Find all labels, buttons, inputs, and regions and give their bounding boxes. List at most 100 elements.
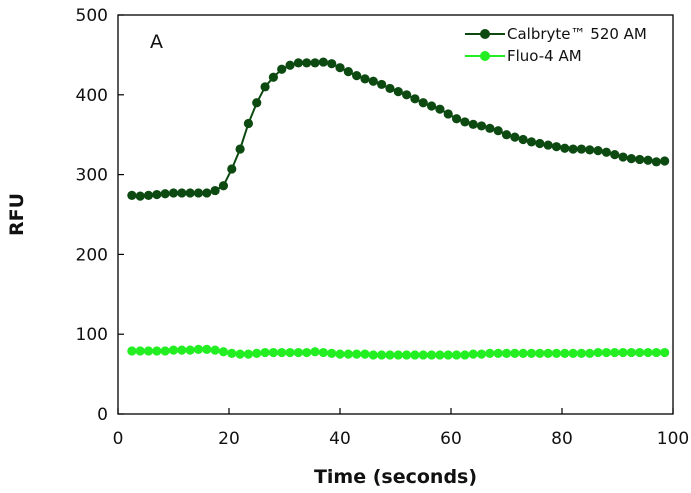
x-tick-label: 20 [218,429,240,449]
data-point [143,346,154,356]
series-line [131,61,665,198]
data-point [318,57,328,67]
data-point [610,347,620,358]
data-point [302,58,312,68]
data-point [202,188,212,198]
data-point [418,350,428,360]
data-point [551,348,562,358]
data-point [535,348,545,358]
y-tick-label: 100 [76,325,108,345]
y-axis-title: RFU [6,193,28,236]
data-point [127,346,137,356]
data-point [651,157,661,167]
data-point [535,138,545,149]
data-point [310,58,320,68]
data-point [193,344,204,354]
data-point [510,348,520,358]
data-point [585,145,595,155]
data-point [485,123,495,133]
axes: 0 20 40 60 80 100 0 100 200 300 400 500 [76,6,690,449]
data-point [177,188,187,198]
data-point [252,348,262,358]
legend-entry: Calbryte™ 520 AM [465,25,647,43]
data-point [327,59,337,69]
data-point [335,349,345,359]
data-point [352,349,362,359]
data-point [352,71,362,81]
data-point [643,155,653,165]
data-point [451,114,462,124]
data-point [635,154,645,165]
data-point [127,190,137,200]
data-point [243,118,254,129]
data-point [227,164,237,174]
data-point [560,143,570,153]
data-point [460,117,470,127]
data-point [218,181,229,191]
data-point [393,87,403,97]
data-point [293,58,303,68]
data-point [618,152,628,162]
legend-label: Fluo-4 AM [507,47,582,65]
data-point [152,189,162,200]
data-point [335,63,345,73]
y-tick-label: 300 [76,166,108,186]
data-point [327,348,337,358]
data-point [576,144,587,154]
data-point [143,190,154,200]
data-point [585,348,595,358]
data-point [451,350,462,360]
data-point [260,347,270,358]
panel-label: A [150,31,163,53]
data-point [268,347,278,358]
data-point [210,345,220,355]
data-point [626,154,636,164]
data-point [460,350,470,360]
data-point [476,121,487,131]
data-point [493,126,503,136]
x-axis-title: Time (seconds) [314,466,477,488]
plot-frame [117,14,674,415]
data-point [168,188,179,198]
data-point [135,346,145,356]
y-tick-label: 500 [76,6,108,26]
data-point [443,109,453,119]
data-point [227,348,237,358]
data-point [177,345,187,355]
data-point [593,347,603,358]
data-point [485,348,495,358]
data-point [510,132,520,142]
data-point [651,347,661,358]
data-point [626,347,636,358]
data-point [526,348,537,358]
legend-label: Calbryte™ 520 AM [507,25,647,43]
data-point [185,345,195,355]
data-point [435,350,445,360]
data-point [543,348,553,358]
data-point [193,188,204,198]
data-point [285,60,295,70]
data-point [377,79,387,90]
data-point [593,146,603,156]
data-point [518,134,528,145]
data-point [210,185,220,196]
x-tick-label: 40 [329,429,351,449]
data-point [202,344,212,354]
data-point [410,94,420,104]
data-point [643,347,653,358]
y-tick-label: 200 [76,245,108,265]
data-point [218,347,229,357]
x-tick-label: 0 [113,429,124,449]
data-point [360,349,370,359]
data-point [393,350,403,360]
data-point [435,104,445,114]
data-point [468,349,478,359]
data-point [377,350,387,360]
data-point [601,147,612,157]
data-point [501,348,512,358]
data-point [443,350,453,360]
data-point [310,347,320,357]
data-point [252,98,262,108]
data-point [243,349,254,359]
y-tick-label: 400 [76,86,108,106]
